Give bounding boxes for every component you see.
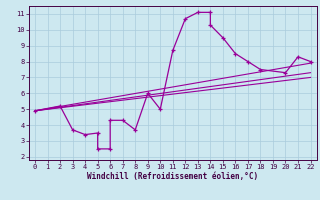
X-axis label: Windchill (Refroidissement éolien,°C): Windchill (Refroidissement éolien,°C) xyxy=(87,172,258,181)
